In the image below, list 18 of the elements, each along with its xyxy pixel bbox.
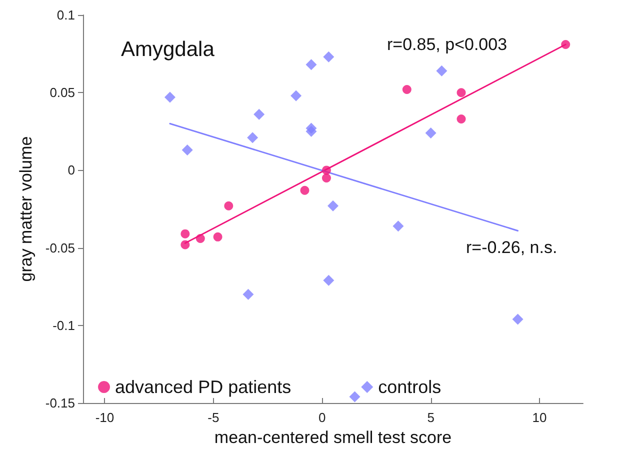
y-tick-label: -0.05 (45, 240, 75, 256)
annotation: r=-0.26, n.s. (466, 238, 558, 257)
legend-label: advanced PD patients (115, 377, 292, 397)
y-tick-label: 0.05 (50, 85, 75, 100)
text: Amygdala (121, 38, 215, 61)
x-tick-label: 10 (532, 410, 547, 425)
y-tick-label: 0 (68, 162, 75, 178)
x-tick-label: -10 (95, 410, 114, 425)
y-tick-label: -0.1 (52, 318, 75, 333)
x-tick-label: 5 (427, 410, 434, 425)
y-tick-label: 0.1 (56, 8, 75, 22)
y-tick-label: -0.15 (45, 396, 75, 410)
x-tick-label: 0 (318, 410, 326, 425)
x-axis-title: mean-centered smell test score (214, 428, 452, 447)
legend-label: controls (378, 377, 442, 397)
x-tick-label: -5 (208, 410, 220, 425)
y-axis-title: gray matter volume (16, 136, 36, 282)
annotation: r=0.85, p<0.003 (387, 35, 508, 54)
